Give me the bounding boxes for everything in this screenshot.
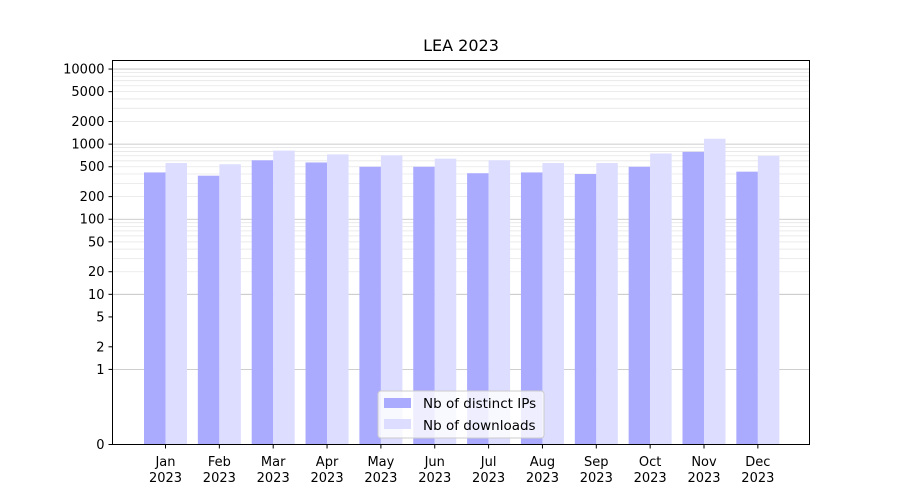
y-tick-label: 5 — [96, 310, 104, 325]
x-tick-label-month: Nov — [691, 455, 717, 470]
y-tick-label: 2 — [96, 340, 104, 355]
legend: Nb of distinct IPs Nb of downloads — [377, 390, 545, 439]
x-tick-label-year: 2023 — [149, 471, 182, 486]
x-tick-label-month: May — [367, 455, 394, 470]
bar-distinct-ips-dec — [736, 171, 758, 445]
x-tick-label-year: 2023 — [364, 471, 397, 486]
legend-label-downloads: Nb of downloads — [423, 418, 536, 434]
x-tick-label-year: 2023 — [311, 471, 344, 486]
x-axis: Jan2023Feb2023Mar2023Apr2023May2023Jun20… — [149, 444, 774, 486]
bar-distinct-ips-sep — [574, 174, 597, 445]
y-tick-label: 5000 — [71, 85, 104, 100]
bar-downloads-apr — [327, 154, 349, 445]
bar-downloads-mar — [273, 150, 295, 445]
y-tick-label: 50 — [88, 235, 105, 250]
x-tick-label-year: 2023 — [634, 471, 667, 486]
x-tick-label-month: Jul — [480, 455, 497, 470]
x-tick-label-year: 2023 — [257, 471, 290, 486]
legend-box — [377, 390, 545, 439]
x-tick-label-month: Jun — [424, 455, 445, 470]
bar-downloads-aug — [542, 163, 564, 445]
x-tick-label-year: 2023 — [687, 471, 720, 486]
bar-distinct-ips-aug — [520, 172, 543, 445]
y-tick-label: 1000 — [71, 138, 104, 153]
bar-downloads-jan — [165, 163, 187, 445]
x-tick-label-year: 2023 — [418, 471, 451, 486]
y-tick-label: 10000 — [63, 63, 104, 78]
bar-distinct-ips-jan — [144, 172, 166, 445]
bar-downloads-jun — [434, 158, 457, 445]
bar-downloads-sep — [596, 163, 618, 445]
plot-area-frame — [112, 60, 810, 445]
x-tick-label-month: Dec — [745, 455, 770, 470]
bar-distinct-ips-mar — [251, 160, 274, 445]
bar-distinct-ips-feb — [197, 175, 220, 445]
bar-downloads-oct — [650, 153, 672, 445]
x-tick-label-month: Mar — [261, 455, 286, 470]
x-tick-label-month: Feb — [208, 455, 231, 470]
bar-distinct-ips-oct — [628, 166, 651, 445]
legend-swatch-distinct-ips — [384, 398, 411, 408]
x-tick-label-month: Aug — [530, 455, 555, 470]
y-tick-label: 100 — [80, 213, 105, 228]
bar-distinct-ips-may — [359, 166, 381, 445]
bar-downloads-dec — [757, 155, 780, 445]
y-tick-label: 20 — [88, 265, 105, 280]
bar-distinct-ips-apr — [305, 162, 328, 445]
x-tick-label-year: 2023 — [580, 471, 613, 486]
bar-distinct-ips-jul — [467, 173, 489, 445]
y-tick-label: 0 — [96, 438, 104, 453]
x-tick-label-year: 2023 — [203, 471, 236, 486]
x-tick-label-year: 2023 — [472, 471, 505, 486]
bar-downloads-feb — [219, 164, 241, 445]
legend-label-distinct-ips: Nb of distinct IPs — [423, 396, 536, 412]
y-axis: 0 1 2 5 10 20 50 100 200 500 1000 2000 5000 10000 — [63, 63, 113, 453]
x-tick-label-year: 2023 — [741, 471, 774, 486]
chart-title: LEA 2023 — [423, 36, 499, 55]
y-tick-label: 500 — [80, 160, 105, 175]
bar-distinct-ips-jun — [413, 166, 435, 445]
x-tick-label-year: 2023 — [526, 471, 559, 486]
y-tick-label: 2000 — [71, 115, 104, 130]
bar-distinct-ips-nov — [682, 151, 704, 445]
bar-downloads-may — [380, 155, 403, 445]
bar-downloads-nov — [704, 138, 726, 445]
bars — [144, 138, 780, 445]
x-tick-label-month: Oct — [639, 455, 661, 470]
y-tick-label: 10 — [88, 288, 105, 303]
x-tick-label-month: Sep — [584, 455, 609, 470]
x-tick-label-month: Apr — [316, 455, 339, 470]
x-tick-label-month: Jan — [154, 455, 175, 470]
bar-downloads-jul — [488, 160, 511, 445]
y-tick-label: 200 — [80, 190, 105, 205]
legend-swatch-downloads — [384, 419, 411, 429]
y-tick-label: 1 — [96, 363, 104, 378]
